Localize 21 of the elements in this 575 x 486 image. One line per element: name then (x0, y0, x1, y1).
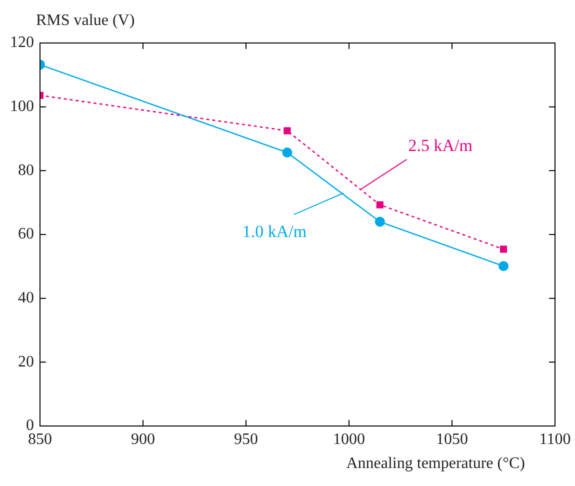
point (500, 246, 508, 253)
y-tick-label: 60 (18, 226, 34, 243)
x-tick-label: 1000 (333, 430, 365, 448)
y-tick-label: 20 (18, 353, 34, 370)
x-tick-label: 1050 (436, 430, 468, 448)
point (282, 147, 292, 158)
point (284, 127, 291, 134)
x-axis-title: Annealing temperature (°C) (346, 455, 525, 472)
y-tick-label: 80 (18, 162, 34, 179)
y-axis-title: RMS value (V) (36, 12, 135, 30)
point (374, 216, 385, 227)
y-tick-label: 120 (10, 34, 34, 52)
text: 2.5 kA/m (408, 136, 472, 155)
point (498, 261, 508, 272)
point (376, 201, 384, 208)
x-tick-label: 950 (234, 430, 258, 448)
x-tick-label: 1100 (539, 430, 571, 448)
y-tick-label: 100 (10, 98, 34, 116)
y-tick-label: 40 (18, 290, 34, 307)
legend-label: 1.0 kA/m (242, 222, 307, 242)
x-tick-label: 900 (131, 430, 155, 448)
